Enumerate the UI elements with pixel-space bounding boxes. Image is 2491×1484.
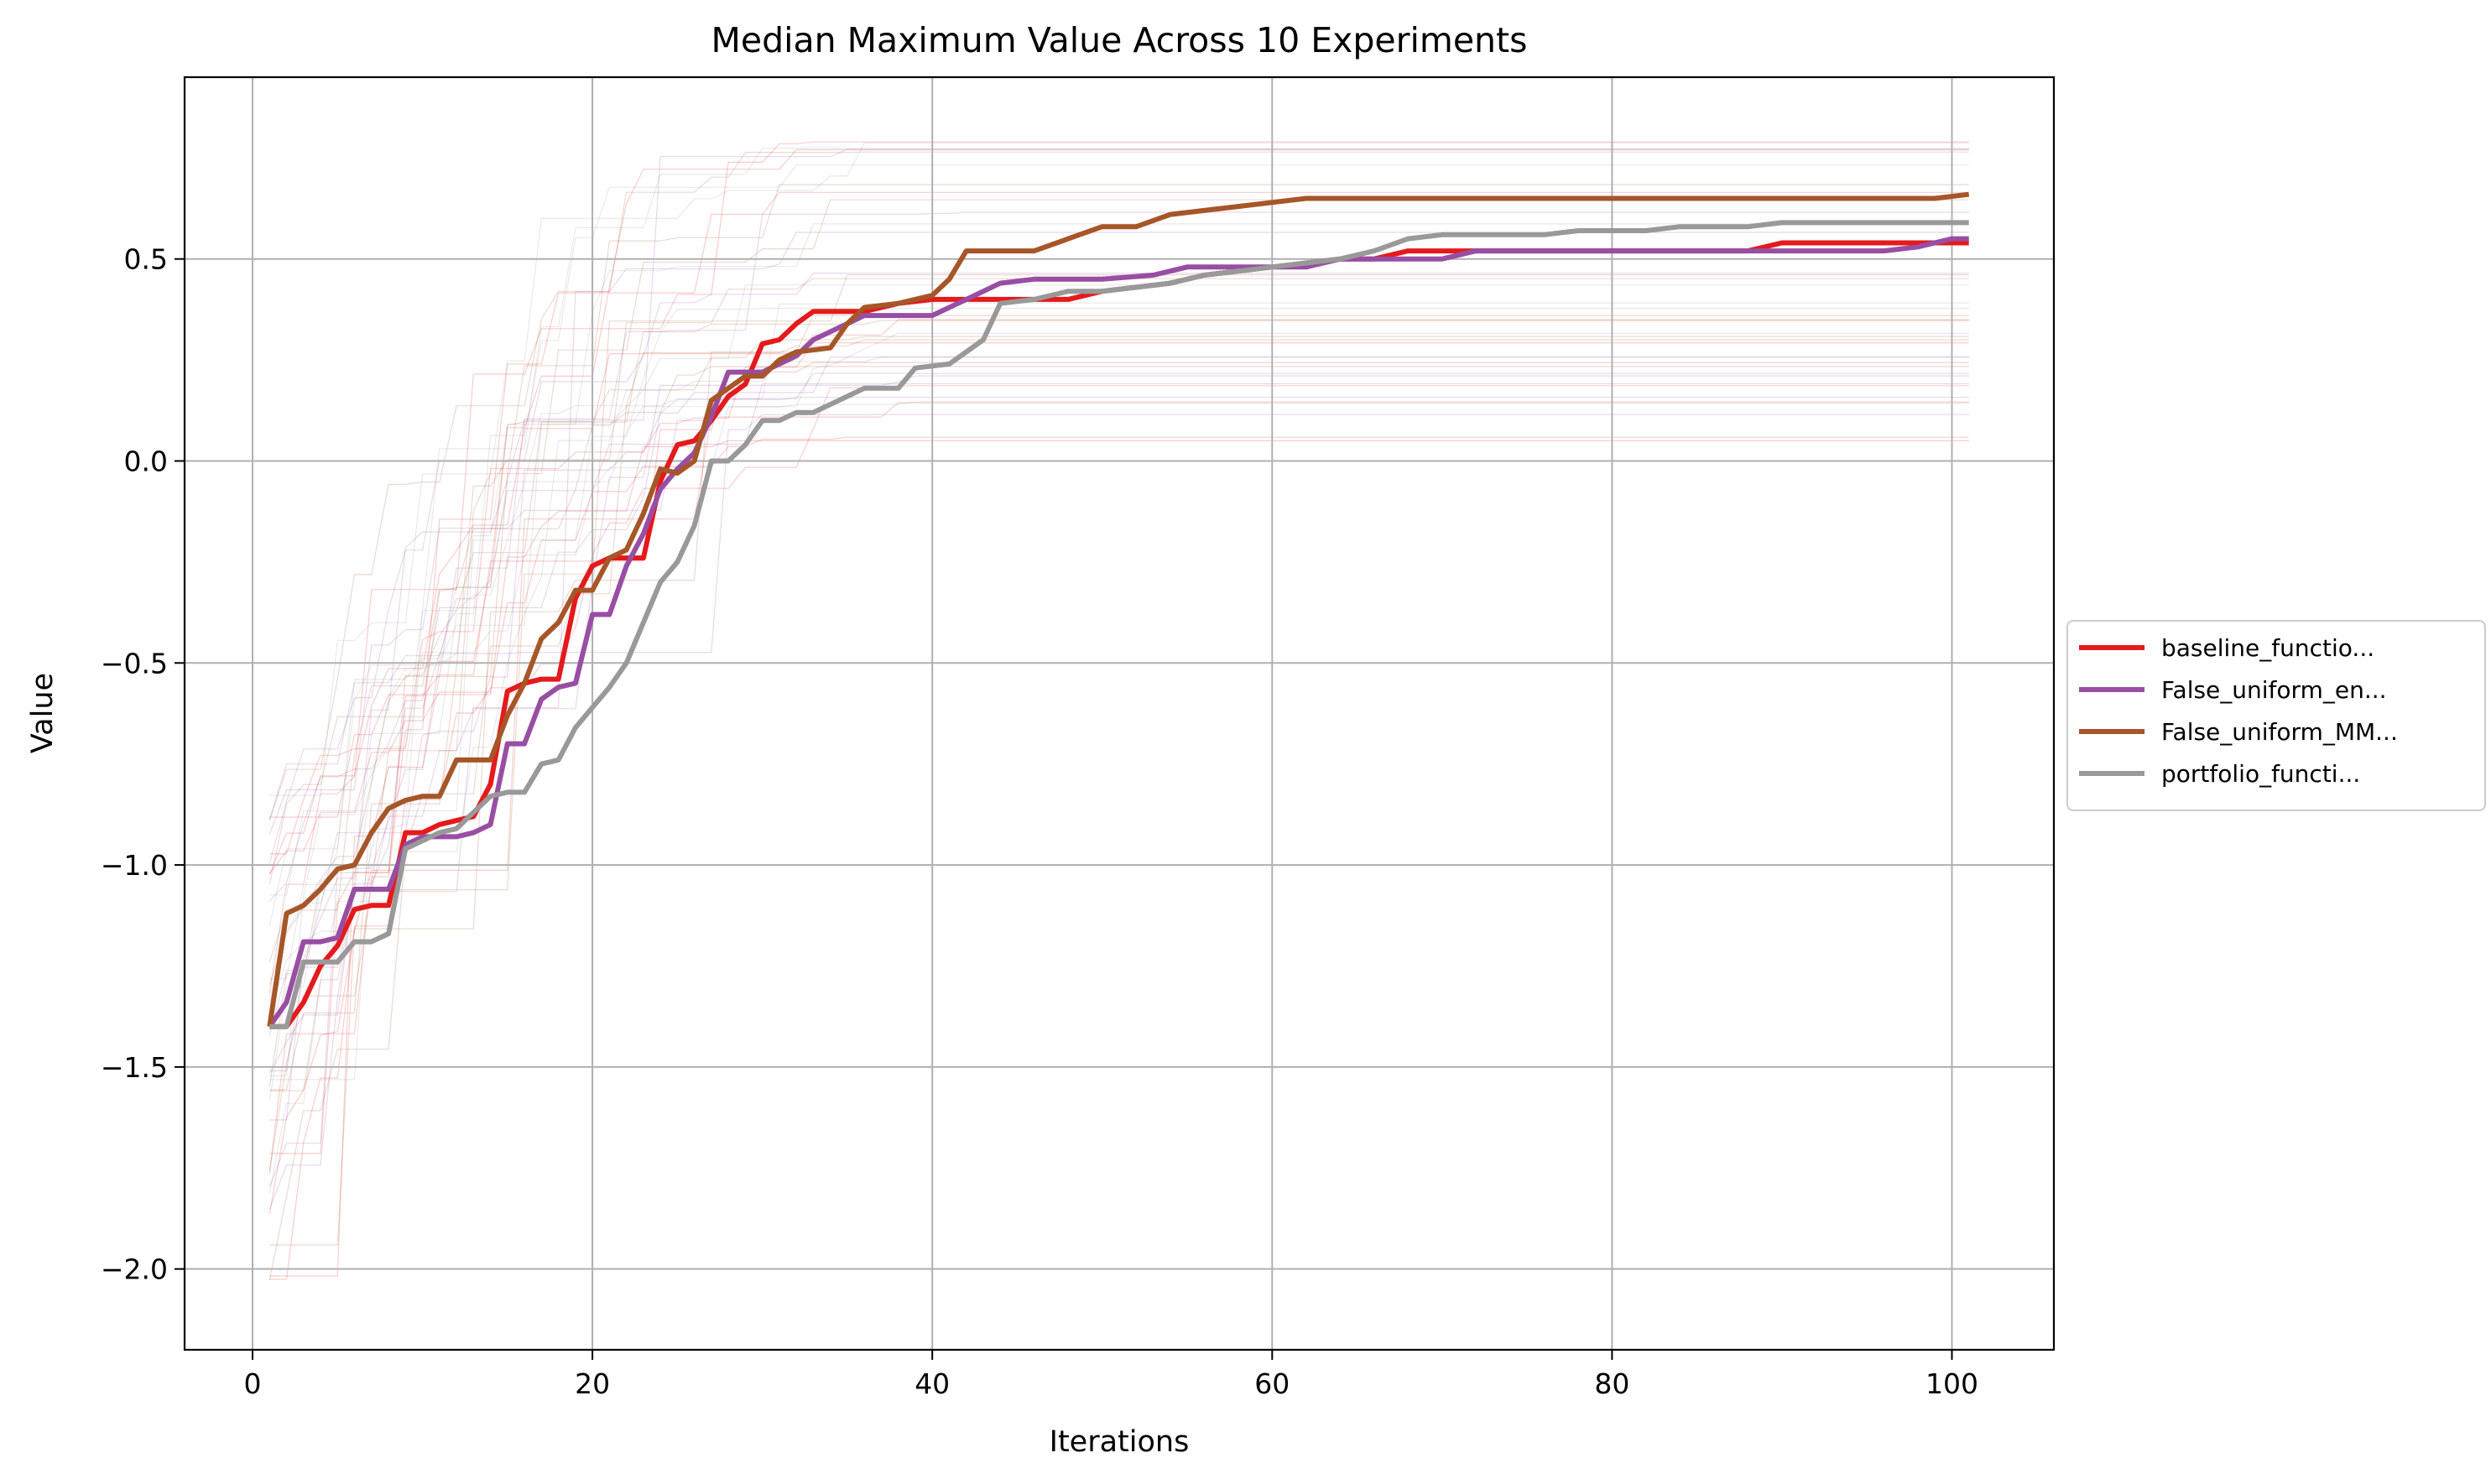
background-run (269, 315, 1969, 1246)
series-line (267, 191, 1970, 1028)
background-run (269, 274, 1969, 1091)
background-run (269, 164, 1969, 980)
background-run (268, 320, 1969, 1087)
y-tick-label: 0.5 (124, 243, 168, 276)
x-tick-label: 100 (1926, 1367, 1978, 1400)
x-tick-label: 60 (1254, 1367, 1290, 1400)
background-run (268, 191, 1969, 1174)
background-run (268, 357, 1969, 1036)
background-run (268, 414, 1969, 1075)
y-tick-label: −0.5 (101, 647, 168, 680)
background-run (269, 362, 1969, 1154)
background-run (269, 385, 1969, 1280)
background-run (268, 151, 1969, 821)
y-tick-label: −1.5 (101, 1051, 168, 1084)
y-tick-label: −2.0 (101, 1253, 168, 1286)
background-run (269, 440, 1969, 818)
background-run (268, 319, 1969, 875)
background-run (268, 184, 1969, 985)
background-run (268, 223, 1969, 1101)
background-run (269, 307, 1969, 1080)
x-tick-label: 20 (575, 1367, 610, 1400)
y-tick-label: −1.0 (101, 849, 168, 882)
background-run (268, 284, 1969, 1002)
y-axis: −2.0 −1.5 −1.0 −0.5 0.0 0.5 (101, 243, 185, 1286)
background-run (269, 148, 1969, 1076)
chart-title: Median Maximum Value Across 10 Experimen… (711, 20, 1528, 60)
background-run (268, 232, 1969, 1210)
legend-label: False_uniform_MM... (2161, 718, 2398, 746)
background-run (268, 141, 1969, 994)
background-run (268, 402, 1969, 1215)
plot-frame (183, 76, 2056, 1351)
background-run (268, 366, 1969, 962)
background-run (268, 336, 1969, 885)
background-run (268, 332, 1969, 926)
background-run (269, 148, 1969, 1121)
background-run (268, 397, 1969, 902)
background-run (268, 356, 1969, 1194)
background-run (268, 383, 1969, 820)
x-axis-label: Iterations (1050, 1425, 1190, 1459)
legend-label: baseline_functio... (2161, 634, 2374, 662)
legend: baseline_functio... False_uniform_en... Fa… (2066, 620, 2486, 811)
background-run (268, 372, 1969, 835)
legend-label: portfolio_functi... (2161, 760, 2360, 788)
legend-box (2066, 620, 2486, 811)
background-run (268, 211, 1969, 1188)
x-tick-label: 0 (244, 1367, 262, 1400)
background-run (268, 401, 1969, 1015)
grid (185, 77, 2054, 1350)
legend-label: False_uniform_en... (2161, 676, 2387, 704)
background-run (269, 148, 1969, 1277)
background-run (269, 302, 1969, 896)
x-axis: 0 20 40 60 80 100 (244, 1350, 1978, 1400)
background-run (268, 273, 1969, 864)
background-run (268, 339, 1969, 1281)
background-run (269, 375, 1969, 1072)
y-tick-label: 0.0 (124, 445, 168, 478)
x-tick-label: 80 (1594, 1367, 1629, 1400)
y-axis-label: Value (26, 673, 60, 753)
series-lines (267, 191, 1970, 1029)
x-tick-label: 40 (915, 1367, 950, 1400)
background-run (268, 436, 1969, 874)
background-run (269, 342, 1969, 855)
background-runs (268, 141, 1969, 1281)
series-line (269, 220, 1969, 1029)
background-run (269, 142, 1969, 796)
